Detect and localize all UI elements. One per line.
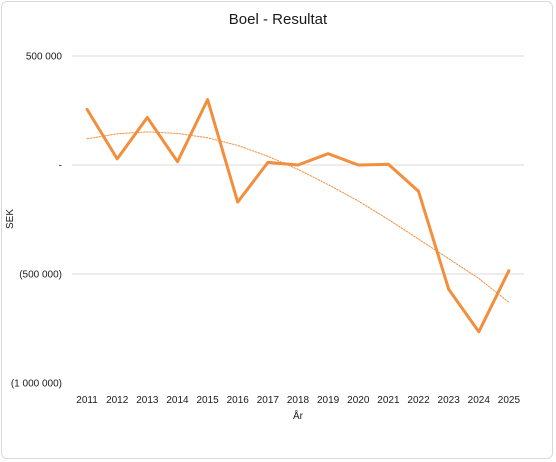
x-tick-label: 2013 — [136, 395, 159, 406]
x-tick-label: 2011 — [76, 395, 98, 406]
x-tick-label: 2020 — [347, 395, 370, 406]
y-tick-label: 500 000 — [26, 52, 63, 63]
x-tick-label: 2012 — [106, 395, 129, 406]
y-axis-label: SEK — [5, 209, 16, 229]
y-tick-labels: 500 000 - (500 000) (1 000 000) — [11, 52, 63, 390]
y-tick-label: - — [59, 161, 62, 172]
y-tick-label: (500 000) — [19, 270, 62, 281]
series-group — [85, 98, 511, 334]
x-tick-label: 2019 — [317, 395, 340, 406]
trendline — [86, 131, 510, 303]
x-tick-label: 2015 — [196, 395, 219, 406]
series-line — [85, 98, 511, 334]
y-tick-label: (1 000 000) — [11, 379, 62, 390]
x-tick-label: 2022 — [407, 395, 430, 406]
x-tick-label: 2021 — [377, 395, 400, 406]
x-tick-label: 2016 — [227, 395, 250, 406]
x-tick-label: 2014 — [166, 395, 189, 406]
x-tick-label: 2024 — [468, 395, 491, 406]
x-tick-label: 2018 — [287, 395, 310, 406]
x-tick-labels: 2011 2012 2013 2014 2015 2016 2017 2018 2019 2020… — [76, 395, 520, 406]
x-tick-label: 2017 — [257, 395, 280, 406]
chart-title: Boel - Resultat — [229, 11, 328, 28]
x-axis-label: År — [293, 409, 304, 422]
x-tick-label: 2025 — [498, 395, 521, 406]
x-tick-label: 2023 — [438, 395, 461, 406]
